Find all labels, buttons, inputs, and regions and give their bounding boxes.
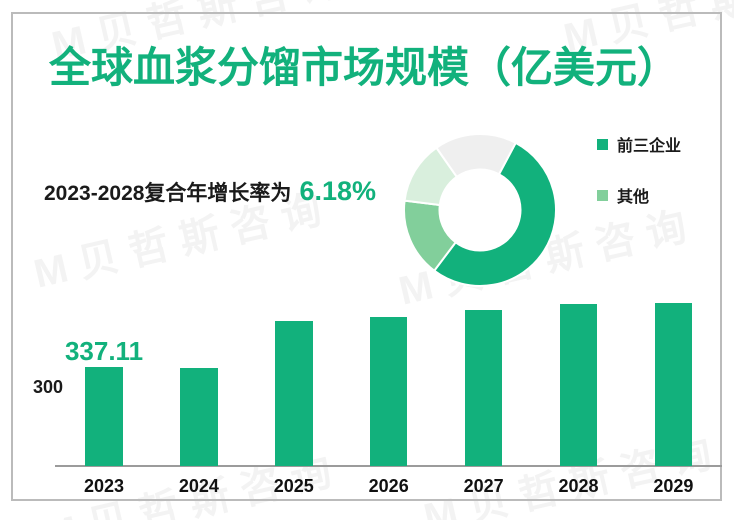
legend-swatch-icon [597, 189, 608, 201]
bar-2026 [369, 317, 408, 466]
cagr-value: 6.18% [299, 176, 376, 206]
bar-value-label-2023: 337.11 [64, 336, 144, 366]
cagr-prefix: 2023-2028复合年增长率为 [44, 182, 292, 205]
x-axis-label-2028: 2028 [558, 476, 599, 496]
x-axis-label-2026: 2026 [368, 476, 409, 496]
donut-segment-3 [435, 133, 518, 179]
x-axis-label-2023: 2023 [83, 476, 125, 496]
donut-hole [440, 170, 520, 250]
legend-swatch-icon [597, 138, 608, 150]
chart-title: 全球血浆分馏市场规模（亿美元） [49, 44, 680, 91]
donut-segment-前三企业 [432, 141, 557, 287]
legend-item-前三企业: 前三企业 [597, 132, 681, 156]
donut-chart [403, 133, 557, 287]
legend-label: 其他 [617, 189, 650, 206]
cagr-text: 2023-2028复合年增长率为 6.18% [44, 176, 376, 207]
x-axis-label-2027: 2027 [463, 476, 504, 496]
x-axis-label-2024: 2024 [178, 476, 219, 496]
bar-2025 [275, 321, 313, 466]
x-axis-label-2029: 2029 [653, 476, 694, 496]
bar-2028 [559, 304, 598, 466]
bar-2024 [180, 368, 218, 466]
bar-2027 [464, 310, 503, 466]
bar-2023 [85, 367, 123, 466]
bar-2029 [654, 303, 693, 466]
x-axis-label-2025: 2025 [273, 476, 314, 496]
y-axis-tick-label: 300 [32, 377, 64, 397]
x-axis-line [55, 465, 722, 467]
legend-label: 前三企业 [617, 138, 682, 155]
legend-item-其他: 其他 [597, 183, 649, 207]
